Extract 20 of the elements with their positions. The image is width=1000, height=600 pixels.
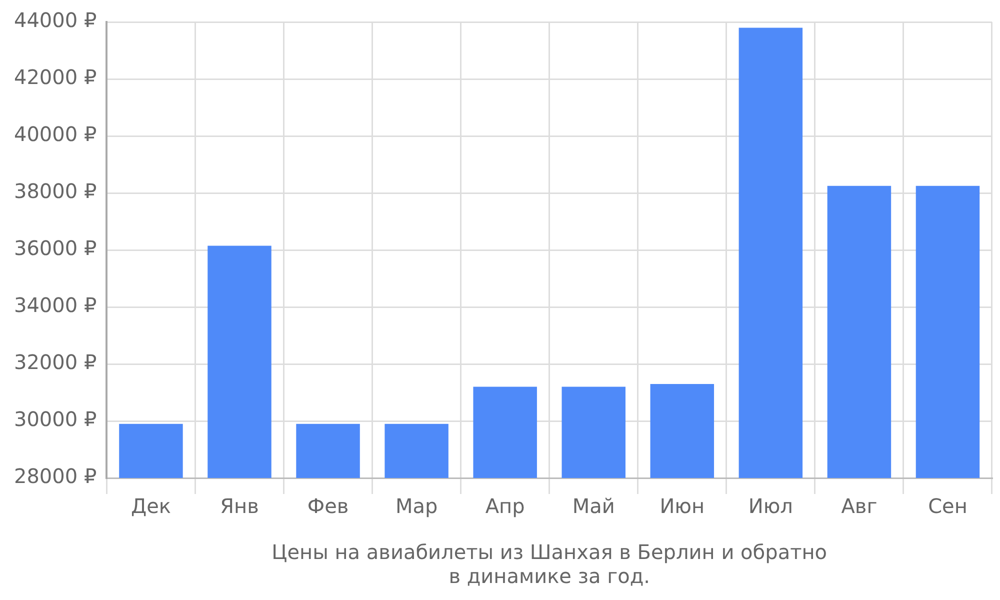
y-tick-label: 44000 ₽ (14, 8, 97, 32)
y-tick-label: 40000 ₽ (14, 122, 97, 146)
y-tick-label: 32000 ₽ (14, 350, 97, 374)
x-tick-label: Янв (220, 494, 259, 518)
y-tick-label: 38000 ₽ (14, 179, 97, 204)
x-tick-label: Июн (660, 494, 705, 518)
x-tick-label: Июл (748, 494, 793, 518)
y-tick-label: 28000 ₽ (14, 464, 97, 488)
y-tick-label: 36000 ₽ (14, 236, 97, 260)
x-tick-label: Сен (928, 494, 968, 518)
x-tick-label: Апр (485, 494, 525, 518)
x-tick-label: Дек (130, 494, 171, 518)
x-tick-label: Май (572, 494, 615, 518)
y-tick-label: 42000 ₽ (14, 65, 97, 90)
x-tick-label: Мар (395, 494, 438, 518)
x-tick-label: Фев (307, 494, 349, 518)
y-tick-label: 34000 ₽ (14, 293, 97, 318)
x-axis-title: Цены на авиабилеты из Шанхая в Берлин и обратно в динамике за год. (272, 540, 828, 588)
y-tick-label: 30000 ₽ (14, 407, 97, 432)
x-tick-label: Авг (841, 494, 878, 518)
